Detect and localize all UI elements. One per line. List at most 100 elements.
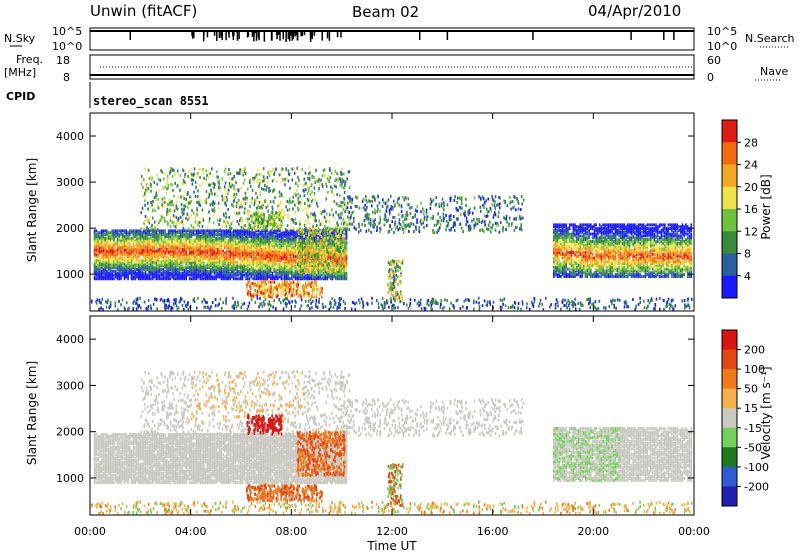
power-cell bbox=[218, 266, 221, 270]
power-cell bbox=[118, 242, 121, 246]
power-cell bbox=[567, 273, 569, 277]
power-cell bbox=[254, 249, 256, 253]
power-cell bbox=[248, 247, 251, 251]
power-cell bbox=[144, 231, 147, 235]
power-cell bbox=[180, 229, 182, 233]
power-cell bbox=[183, 268, 186, 272]
power-cell bbox=[618, 223, 620, 227]
power-cell bbox=[183, 229, 186, 233]
power-cell bbox=[181, 260, 184, 264]
power-cell bbox=[144, 236, 147, 240]
power-cell bbox=[151, 249, 154, 253]
power-cell bbox=[130, 253, 133, 257]
power-cell bbox=[618, 228, 620, 232]
power-cell bbox=[591, 256, 594, 260]
power-cell bbox=[621, 262, 624, 266]
power-cell bbox=[597, 260, 599, 264]
power-cell bbox=[190, 264, 193, 268]
power-cell bbox=[143, 240, 145, 244]
power-cell bbox=[146, 251, 149, 255]
power-cell bbox=[111, 244, 113, 248]
power-cell bbox=[183, 260, 186, 264]
power-cell bbox=[245, 258, 247, 262]
power-cell bbox=[190, 249, 193, 253]
power-cell bbox=[158, 266, 161, 270]
power-cell bbox=[160, 231, 163, 235]
power-cell bbox=[335, 275, 337, 279]
power-cell bbox=[201, 268, 203, 272]
power-cell bbox=[144, 233, 147, 237]
power-cell bbox=[560, 239, 562, 243]
power-cell bbox=[158, 236, 161, 240]
power-cell bbox=[185, 269, 187, 273]
power-cell bbox=[153, 244, 156, 248]
power-cell bbox=[100, 258, 103, 262]
power-cell bbox=[188, 229, 191, 233]
power-cell bbox=[130, 271, 133, 275]
power-cell bbox=[97, 258, 99, 262]
power-cell bbox=[218, 242, 221, 246]
power-cell bbox=[217, 231, 219, 235]
power-cell bbox=[99, 251, 101, 255]
power-cell bbox=[208, 238, 210, 242]
power-cell bbox=[232, 269, 235, 273]
power-cell bbox=[169, 271, 172, 275]
power-cell bbox=[129, 245, 131, 249]
power-cell bbox=[180, 260, 182, 264]
power-cell bbox=[206, 257, 209, 261]
power-cell bbox=[558, 223, 560, 227]
power-cell bbox=[197, 268, 200, 272]
power-cell bbox=[190, 242, 193, 246]
power-cell bbox=[181, 268, 184, 272]
power-cell bbox=[171, 255, 173, 259]
power-cell bbox=[211, 266, 214, 270]
power-cell bbox=[227, 255, 230, 259]
power-cell bbox=[657, 225, 659, 229]
power-cell bbox=[123, 275, 126, 279]
power-cell bbox=[107, 255, 110, 259]
date-title: 04/Apr/2010 bbox=[588, 2, 681, 20]
power-cell bbox=[238, 277, 240, 281]
power-cell bbox=[173, 262, 175, 266]
power-cell bbox=[213, 253, 216, 257]
power-cell bbox=[107, 234, 110, 238]
power-cell bbox=[143, 275, 145, 279]
power-cell bbox=[114, 257, 117, 261]
power-cell bbox=[173, 255, 175, 259]
power-cell bbox=[229, 244, 232, 248]
power-cell bbox=[322, 275, 325, 279]
power-cell bbox=[180, 231, 182, 235]
power-cell bbox=[628, 262, 631, 266]
power-cell bbox=[111, 242, 113, 246]
power-cell bbox=[162, 231, 165, 235]
power-cell bbox=[178, 236, 180, 240]
power-cell bbox=[213, 271, 216, 275]
power-cell bbox=[157, 266, 159, 270]
power-cell bbox=[160, 234, 163, 238]
power-cell bbox=[315, 273, 318, 277]
power-cell bbox=[201, 234, 203, 238]
power-cell bbox=[257, 271, 260, 275]
power-cell bbox=[160, 260, 163, 264]
power-cell bbox=[255, 233, 258, 237]
power-cell bbox=[192, 240, 195, 244]
power-cell bbox=[134, 231, 136, 235]
power-cell bbox=[252, 260, 254, 264]
power-cell bbox=[144, 273, 147, 277]
power-cell bbox=[210, 236, 212, 240]
power-cell bbox=[137, 262, 140, 266]
power-cell bbox=[644, 238, 647, 242]
power-cell bbox=[167, 264, 170, 268]
power-cell bbox=[132, 249, 135, 253]
power-cell bbox=[185, 257, 187, 261]
power-cell bbox=[139, 233, 142, 237]
power-cell bbox=[245, 251, 247, 255]
power-cell bbox=[644, 251, 647, 255]
power-cell bbox=[241, 249, 244, 253]
power-cell bbox=[130, 236, 133, 240]
power-cell bbox=[97, 240, 99, 244]
power-cell bbox=[195, 242, 198, 246]
power-cell bbox=[174, 269, 177, 273]
power-cell bbox=[178, 244, 180, 248]
power-cell bbox=[121, 269, 124, 273]
